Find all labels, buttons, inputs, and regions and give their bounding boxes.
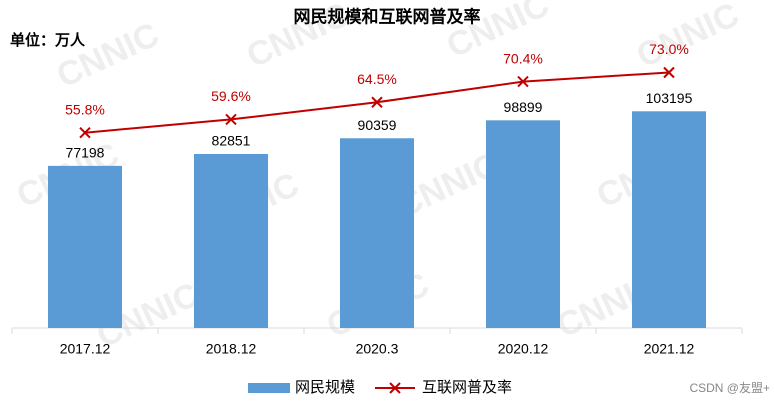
legend-swatch bbox=[389, 382, 401, 394]
legend-swatch bbox=[248, 383, 290, 393]
line-label: 73.0% bbox=[649, 41, 689, 57]
watermark: CNNIC bbox=[51, 15, 165, 95]
bar-label: 90359 bbox=[358, 117, 397, 133]
line-marker bbox=[517, 75, 529, 88]
bar bbox=[486, 120, 560, 328]
bar bbox=[632, 111, 706, 328]
legend-label: 网民规模 bbox=[295, 379, 355, 396]
credit: CSDN @友盟+ bbox=[689, 381, 770, 395]
chart-title: 网民规模和互联网普及率 bbox=[294, 6, 481, 26]
line-label: 55.8% bbox=[65, 101, 105, 117]
x-tick-label: 2021.12 bbox=[644, 341, 695, 357]
bar-label: 98899 bbox=[504, 99, 543, 115]
line-label: 64.5% bbox=[357, 71, 397, 87]
x-tick-label: 2017.12 bbox=[60, 341, 111, 357]
bar bbox=[340, 138, 414, 328]
line-label: 59.6% bbox=[211, 88, 251, 104]
line-label: 70.4% bbox=[503, 50, 543, 66]
line-marker bbox=[79, 126, 91, 139]
bar bbox=[48, 165, 122, 328]
line-marker bbox=[225, 113, 237, 126]
bar bbox=[194, 154, 268, 328]
x-tick-label: 2020.3 bbox=[356, 341, 399, 357]
bar-label: 82851 bbox=[212, 133, 251, 149]
x-tick-label: 2020.12 bbox=[498, 341, 549, 357]
watermark: CNNIC bbox=[631, 0, 745, 75]
line-marker bbox=[663, 66, 675, 79]
x-tick-label: 2018.12 bbox=[206, 341, 257, 357]
legend-label: 互联网普及率 bbox=[422, 379, 512, 396]
bar-label: 77198 bbox=[66, 145, 105, 161]
unit-label: 单位：万人 bbox=[10, 31, 86, 49]
bar-label: 103195 bbox=[646, 90, 693, 106]
line-marker bbox=[371, 96, 383, 108]
